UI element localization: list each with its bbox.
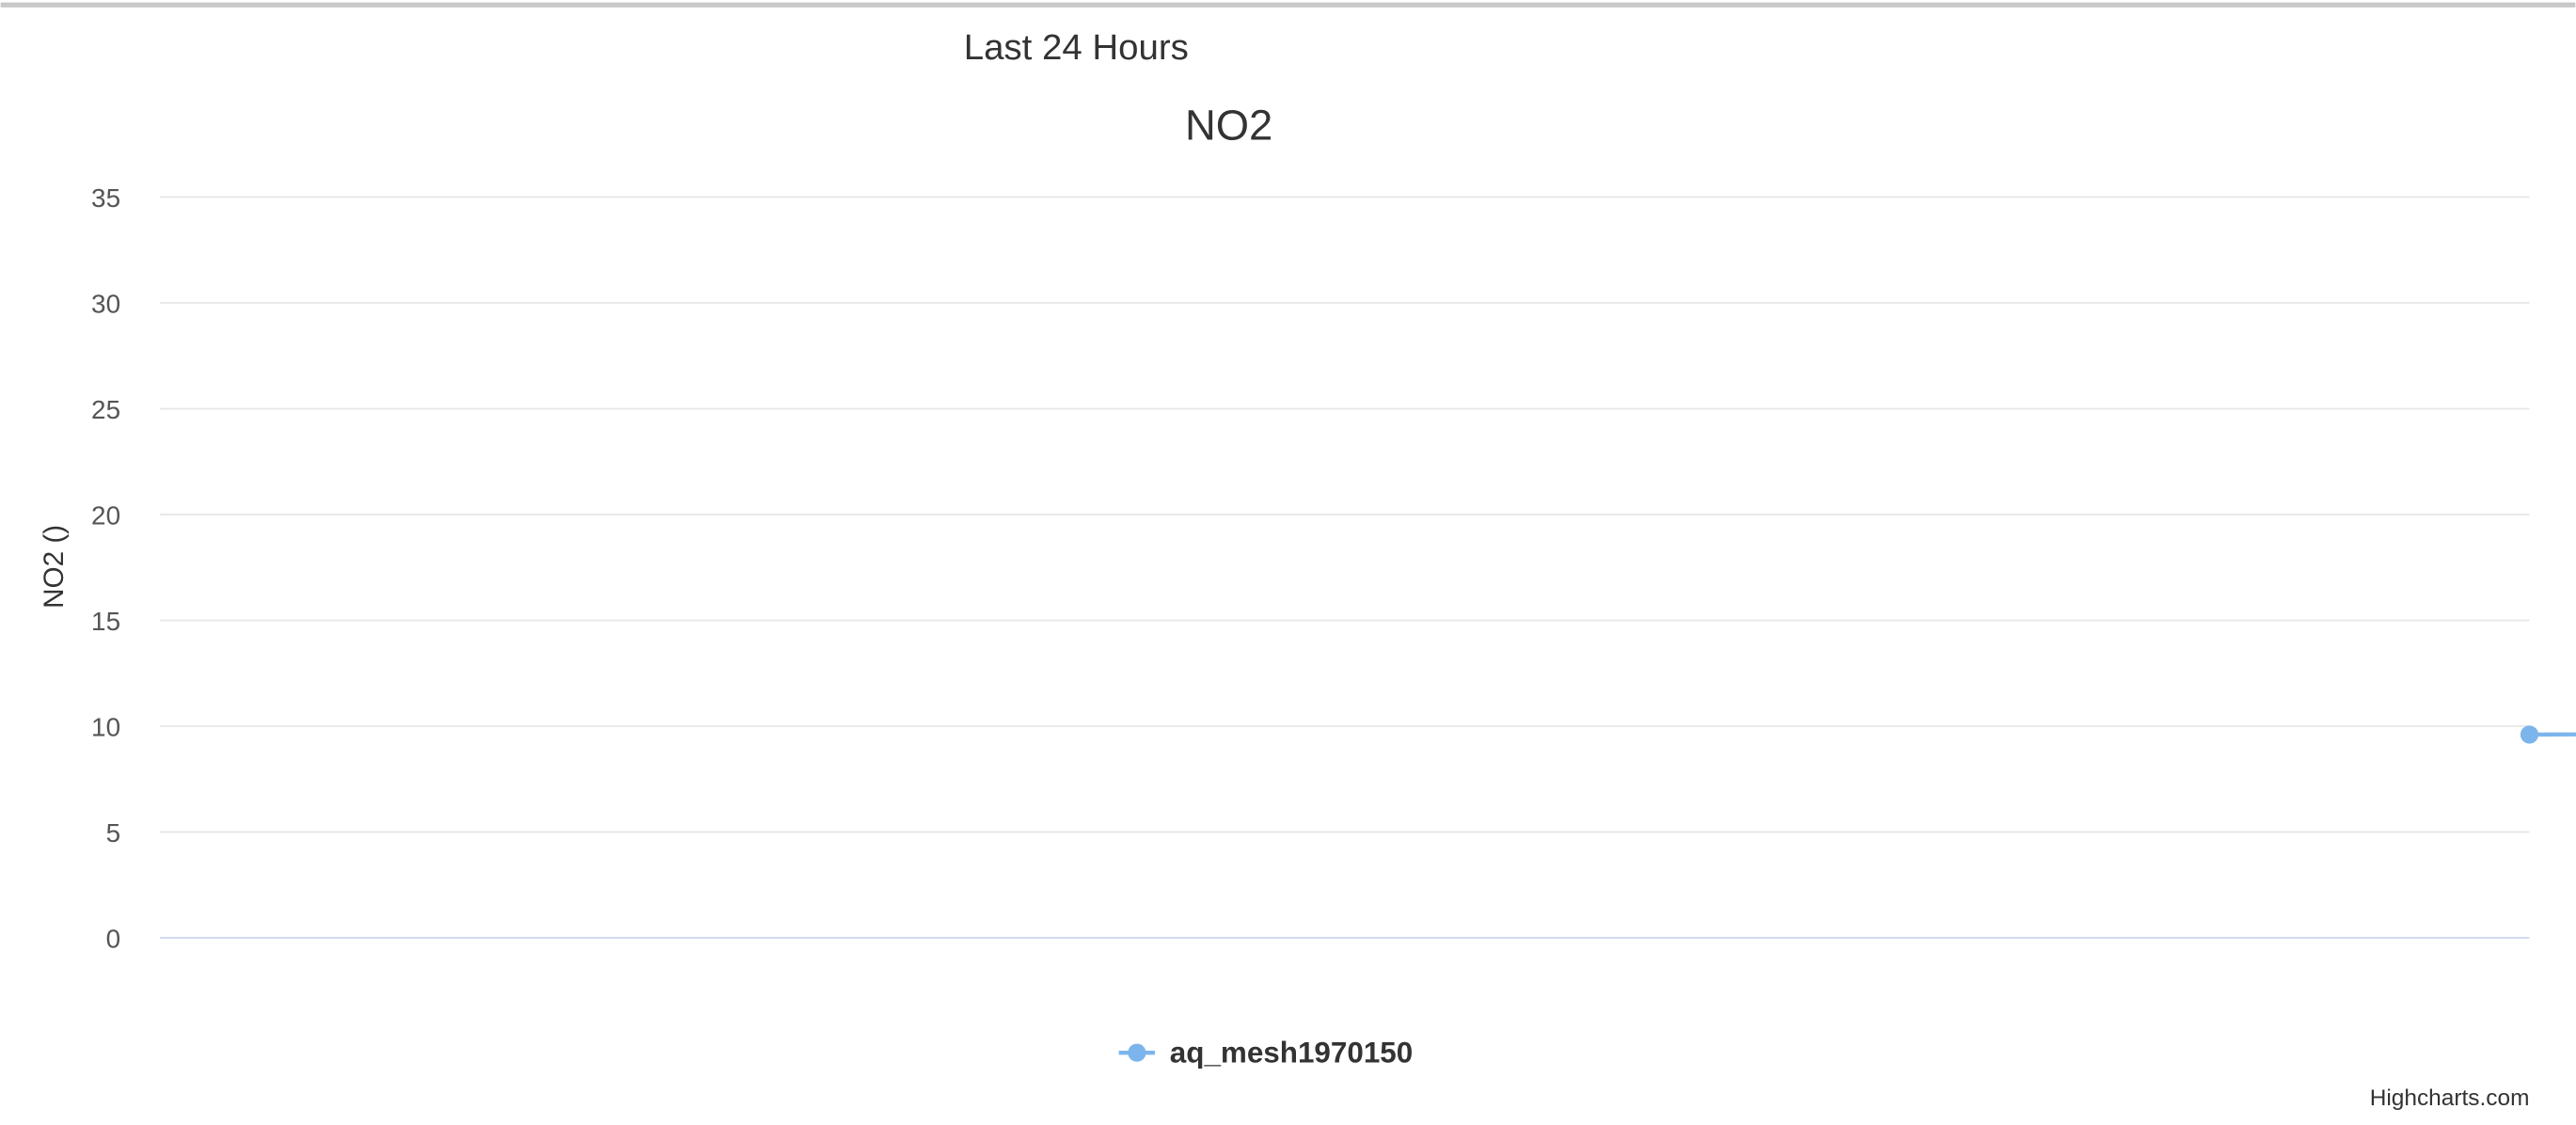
legend-symbol [1128, 1043, 1146, 1062]
y-tick-label: 30 [91, 289, 120, 318]
data-point [2520, 725, 2539, 744]
y-axis-label: NO2 () [39, 525, 70, 609]
series-line [2529, 732, 2576, 737]
y-tick-label: 35 [91, 183, 120, 213]
chart-subtitle: Last 24 Hours [964, 27, 1189, 68]
legend-label[interactable]: aq_mesh1970150 [1170, 1037, 1413, 1070]
y-tick-label: 0 [106, 924, 121, 953]
y-tick-label: 10 [91, 712, 120, 741]
y-tick-label: 5 [106, 818, 121, 848]
credits: Highcharts.com [2370, 1085, 2530, 1111]
y-tick-label: 20 [91, 500, 120, 530]
chart-title: NO2 [1185, 101, 1272, 149]
y-tick-label: 25 [91, 395, 120, 424]
y-tick-label: 15 [91, 607, 120, 636]
